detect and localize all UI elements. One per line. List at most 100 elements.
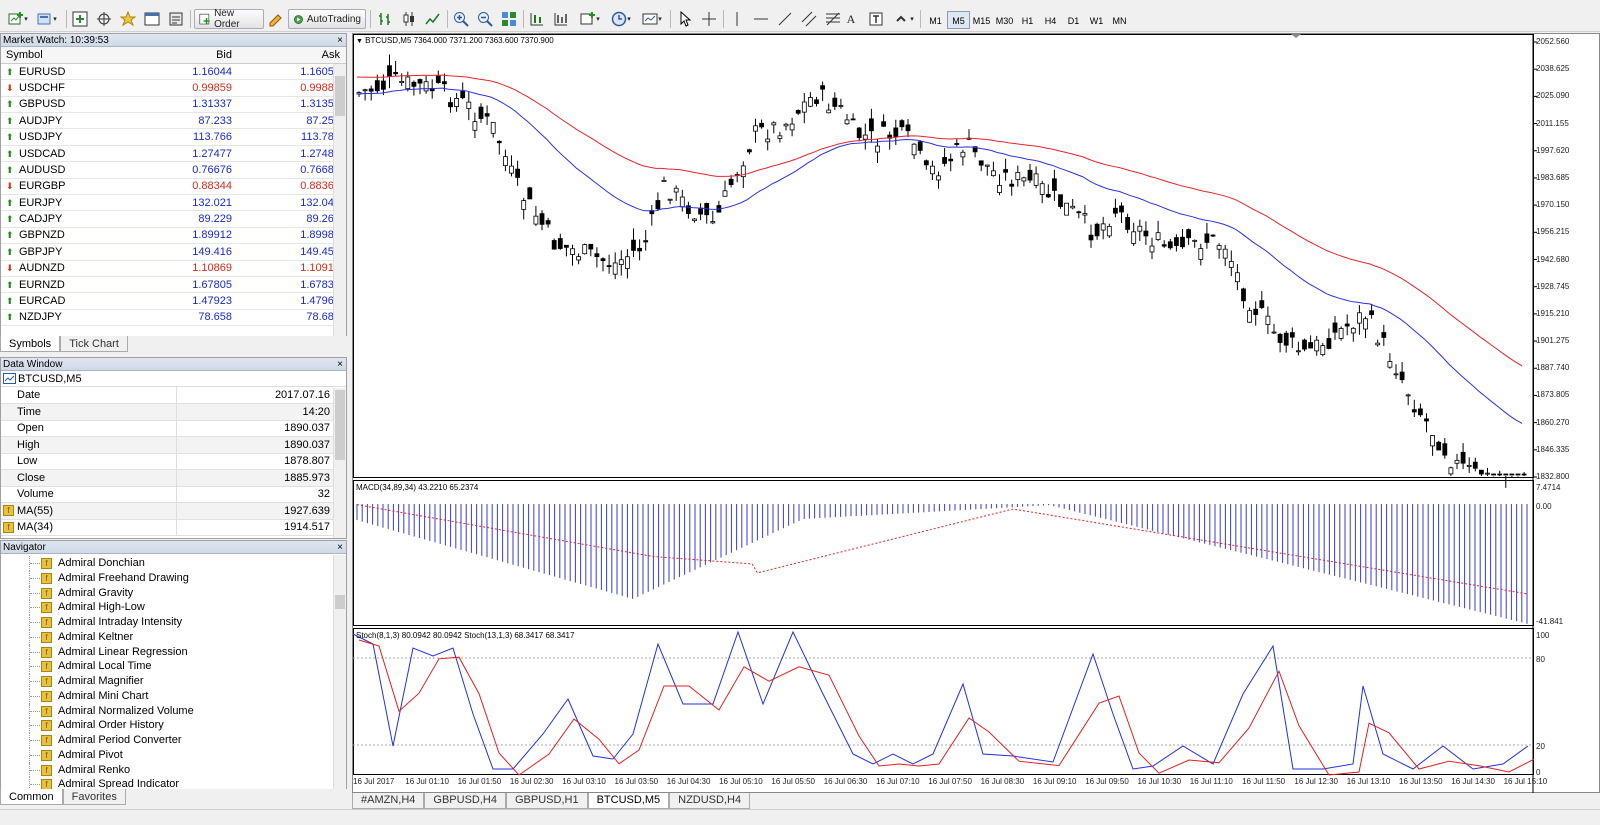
chart-tab[interactable]: #AMZN,H4 — [352, 793, 425, 809]
market-watch-row[interactable]: ⬆ GBPNZD 1.89912 1.89981 — [1, 227, 346, 245]
chart-tab[interactable]: BTCUSD,M5 — [587, 793, 670, 809]
scrollbar-thumb[interactable] — [335, 390, 345, 460]
market-watch-row[interactable]: ⬆ CADJPY 89.229 89.263 — [1, 210, 346, 228]
close-icon[interactable]: × — [337, 359, 343, 370]
periods-button[interactable]: ▾ — [607, 9, 635, 29]
chart-canvas[interactable] — [353, 34, 1600, 794]
navigator-item[interactable]: f Admiral Gravity — [1, 585, 346, 601]
market-watch-row[interactable]: ⬆ USDJPY 113.766 113.781 — [1, 128, 346, 146]
new-order-button[interactable]: New Order — [194, 8, 264, 30]
strategy-tester-button[interactable] — [166, 9, 186, 29]
market-watch-row[interactable]: ⬇ USDCHF 0.99859 0.99884 — [1, 79, 346, 97]
tile-windows-button[interactable] — [499, 9, 519, 29]
symbol-cell: ⬇ EURGBP — [1, 178, 141, 196]
navigator-item[interactable]: f Admiral High-Low — [1, 600, 346, 615]
navigator-item[interactable]: f Admiral Spread Indicator — [1, 777, 346, 789]
tab-symbols[interactable]: Symbols — [0, 336, 61, 352]
tab-tick-chart[interactable]: Tick Chart — [60, 336, 128, 352]
navigator-scrollbar[interactable] — [333, 555, 346, 789]
profiles-button[interactable]: ▾ — [34, 9, 60, 29]
navigator-item[interactable]: f Admiral Mini Chart — [1, 688, 346, 704]
trendline-button[interactable] — [775, 9, 795, 29]
navigator-item[interactable]: f Admiral Period Converter — [1, 733, 346, 748]
navigator-item[interactable]: f Admiral Normalized Volume — [1, 703, 346, 719]
market-watch-scrollbar[interactable] — [333, 64, 346, 336]
navigator-item[interactable]: f Admiral Order History — [1, 718, 346, 733]
market-watch-row[interactable]: ⬆ USDCAD 1.27477 1.27488 — [1, 145, 346, 163]
indicators-button[interactable]: ▾ — [576, 9, 604, 29]
arrows-button[interactable]: ▾ — [890, 9, 918, 29]
navigator-item[interactable]: f Admiral Linear Regression — [1, 644, 346, 660]
auto-scroll-button[interactable] — [551, 9, 571, 29]
market-watch-row[interactable]: ⬆ AUDJPY 87.233 87.254 — [1, 112, 346, 130]
vertical-line-icon — [736, 12, 738, 26]
fibonacci-button[interactable] — [823, 9, 843, 29]
scrollbar-thumb[interactable] — [335, 76, 345, 116]
navigator-item[interactable]: f Admiral Freehand Drawing — [1, 570, 346, 586]
navigator-button[interactable] — [118, 9, 138, 29]
bar-chart-button[interactable] — [375, 9, 395, 29]
timeframe-mn-button[interactable]: MN — [1112, 16, 1127, 26]
zoom-out-button[interactable] — [475, 9, 495, 29]
scrollbar-thumb[interactable] — [335, 595, 345, 609]
chart-tab[interactable]: GBPUSD,H1 — [505, 793, 588, 809]
candlestick-button[interactable] — [399, 9, 419, 29]
market-watch-row[interactable]: ⬆ EURNZD 1.67805 1.67838 — [1, 276, 346, 294]
market-watch-row[interactable]: ⬆ EURJPY 132.021 132.041 — [1, 194, 346, 212]
tree-line — [29, 777, 41, 789]
vertical-line-button[interactable] — [727, 9, 747, 29]
meta-editor-button[interactable] — [266, 9, 286, 29]
navigator-item[interactable]: f Admiral Pivot — [1, 747, 346, 763]
terminal-button[interactable] — [142, 9, 162, 29]
horizontal-line-button[interactable] — [751, 9, 771, 29]
market-watch-row[interactable]: ⬆ NZDJPY 78.658 78.689 — [1, 309, 346, 327]
chart-tab[interactable]: GBPUSD,H4 — [424, 793, 506, 809]
timeframe-d1-button[interactable]: D1 — [1067, 16, 1080, 26]
chart-tab[interactable]: NZDUSD,H4 — [669, 793, 751, 809]
timeframe-w1-button[interactable]: W1 — [1089, 16, 1104, 26]
market-watch-row[interactable]: ⬆ EURCAD 1.47923 1.47961 — [1, 292, 346, 310]
zoom-in-button[interactable] — [451, 9, 471, 29]
timeframe-m30-button[interactable]: M30 — [995, 16, 1014, 26]
timeframe-h4-button[interactable]: H4 — [1044, 16, 1057, 26]
chart-shift-marker[interactable] — [1291, 34, 1301, 38]
ask-header[interactable]: Ask — [238, 47, 346, 64]
crosshair-button[interactable] — [699, 9, 719, 29]
close-icon[interactable]: × — [337, 542, 343, 553]
market-watch-row[interactable]: ⬆ EURUSD 1.16044 1.16056 — [1, 63, 346, 81]
market-watch-row[interactable]: ⬆ GBPUSD 1.31337 1.31356 — [1, 96, 346, 114]
data-window-button[interactable] — [94, 9, 114, 29]
symbol-header[interactable]: Symbol — [1, 47, 141, 64]
chart-shift-button[interactable] — [527, 9, 547, 29]
close-icon[interactable]: × — [337, 35, 343, 46]
chart-window[interactable]: ▼ BTCUSD,M5 7364.000 7371.200 7363.600 7… — [352, 33, 1600, 794]
navigator-item[interactable]: f Admiral Donchian — [1, 556, 346, 571]
timeframe-m15-button[interactable]: M15 — [972, 16, 991, 26]
data-window-scrollbar[interactable] — [333, 388, 346, 538]
auto-trading-button[interactable]: AutoTrading — [288, 9, 366, 29]
text-label-button[interactable] — [866, 9, 886, 29]
tab-common[interactable]: Common — [0, 789, 63, 805]
timeframe-m1-button[interactable]: M1 — [929, 16, 942, 26]
market-watch-row[interactable]: ⬇ AUDNZD 1.10869 1.10918 — [1, 260, 346, 277]
navigator-item[interactable]: f Admiral Renko — [1, 762, 346, 778]
market-watch-button[interactable] — [70, 9, 90, 29]
new-chart-button[interactable]: ▾ — [4, 9, 32, 29]
navigator-item[interactable]: f Admiral Magnifier — [1, 674, 346, 689]
timeframe-h1-button[interactable]: H1 — [1021, 16, 1034, 26]
market-watch-row[interactable]: ⬇ EURGBP 0.88344 0.88362 — [1, 178, 346, 196]
cursor-button[interactable] — [675, 9, 695, 29]
tab-favorites[interactable]: Favorites — [62, 789, 126, 805]
line-chart-button[interactable] — [423, 9, 443, 29]
market-watch-row[interactable]: ⬆ AUDUSD 0.76676 0.76689 — [1, 161, 346, 179]
navigator-item[interactable]: f Admiral Keltner — [1, 629, 346, 645]
navigator-item[interactable]: f Admiral Local Time — [1, 659, 346, 674]
timeframe-m5-button[interactable]: M5 — [947, 11, 970, 29]
templates-button[interactable]: ▾ — [638, 9, 666, 29]
channel-button[interactable] — [799, 9, 819, 29]
bid-header[interactable]: Bid — [141, 47, 238, 64]
text-tool-button[interactable]: A — [843, 9, 859, 29]
navigator-item[interactable]: f Admiral Intraday Intensity — [1, 615, 346, 630]
chart-menu-arrow-icon[interactable]: ▼ — [356, 38, 363, 45]
market-watch-row[interactable]: ⬆ GBPJPY 149.416 149.456 — [1, 243, 346, 261]
